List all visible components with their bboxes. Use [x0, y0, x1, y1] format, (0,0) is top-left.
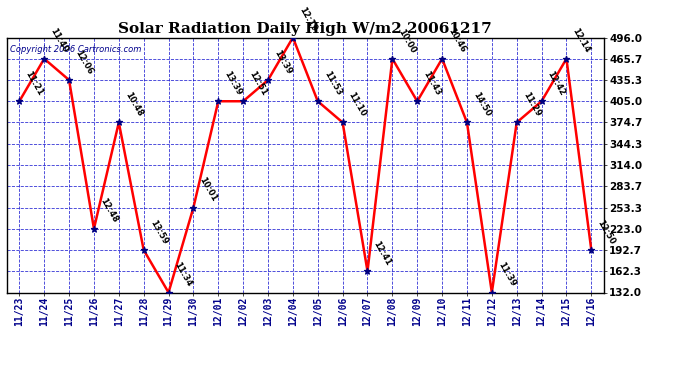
- Text: 11:53: 11:53: [322, 69, 343, 97]
- Text: 12:50: 12:50: [595, 218, 617, 246]
- Point: [362, 268, 373, 274]
- Point: [213, 98, 224, 104]
- Title: Solar Radiation Daily High W/m2 20061217: Solar Radiation Daily High W/m2 20061217: [119, 22, 492, 36]
- Point: [586, 247, 597, 253]
- Point: [387, 56, 398, 62]
- Text: 10:46: 10:46: [446, 27, 467, 54]
- Point: [337, 120, 348, 126]
- Point: [88, 226, 99, 232]
- Text: 12:51: 12:51: [247, 69, 268, 97]
- Point: [287, 34, 298, 40]
- Point: [63, 77, 75, 83]
- Text: 11:21: 11:21: [23, 69, 45, 97]
- Point: [511, 120, 522, 126]
- Text: 13:59: 13:59: [148, 218, 169, 246]
- Text: 11:40: 11:40: [48, 27, 70, 54]
- Point: [486, 290, 497, 296]
- Text: 12:14: 12:14: [571, 27, 592, 54]
- Point: [113, 120, 124, 126]
- Text: 10:00: 10:00: [397, 27, 417, 54]
- Text: 11:10: 11:10: [347, 91, 368, 118]
- Point: [163, 290, 174, 296]
- Point: [39, 56, 50, 62]
- Text: 10:48: 10:48: [123, 91, 144, 118]
- Text: 14:50: 14:50: [471, 91, 492, 118]
- Text: 12:48: 12:48: [98, 197, 119, 225]
- Text: 13:39: 13:39: [272, 48, 293, 76]
- Text: Copyright 2006 Cartronics.com: Copyright 2006 Cartronics.com: [10, 45, 141, 54]
- Point: [188, 204, 199, 210]
- Text: 11:34: 11:34: [172, 261, 194, 288]
- Point: [412, 98, 423, 104]
- Point: [138, 247, 149, 253]
- Text: 13:39: 13:39: [222, 70, 244, 97]
- Text: 10:01: 10:01: [197, 176, 219, 203]
- Text: 12:06: 12:06: [73, 48, 95, 76]
- Point: [536, 98, 547, 104]
- Text: 11:39: 11:39: [496, 261, 517, 288]
- Point: [462, 120, 473, 126]
- Text: 12:41: 12:41: [372, 239, 393, 267]
- Text: 11:43: 11:43: [422, 69, 442, 97]
- Text: 11:29: 11:29: [521, 91, 542, 118]
- Point: [313, 98, 324, 104]
- Point: [14, 98, 25, 104]
- Point: [561, 56, 572, 62]
- Text: 12:42: 12:42: [546, 69, 567, 97]
- Point: [237, 98, 248, 104]
- Text: 12:19: 12:19: [297, 6, 318, 33]
- Point: [262, 77, 273, 83]
- Point: [437, 56, 448, 62]
